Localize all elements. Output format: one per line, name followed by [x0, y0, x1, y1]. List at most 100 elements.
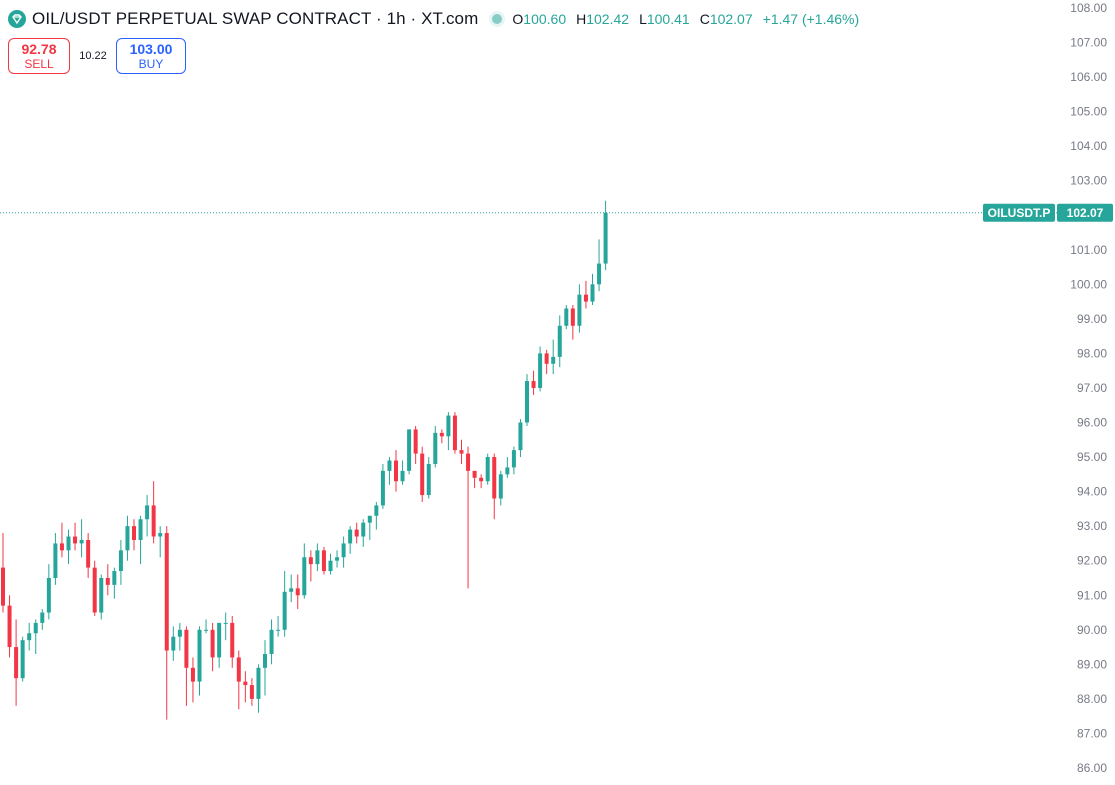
candle-body [171, 636, 176, 651]
price-axis-label: 89.00 [1077, 657, 1107, 671]
candle-body [230, 622, 235, 658]
price-axis-label: 106.00 [1070, 70, 1107, 84]
candle-body [249, 685, 254, 699]
candle-body [236, 657, 241, 682]
candle-body [40, 612, 45, 623]
close-value: 102.07 [709, 11, 753, 27]
price-axis[interactable]: 86.00 87.00 88.00 89.00 90.00 91.00 92.00 93.00… [1070, 1, 1107, 775]
candle-body [361, 522, 366, 537]
candle-body [551, 356, 556, 364]
candle-body [564, 308, 569, 326]
candle-body [544, 353, 549, 364]
candle-body [367, 515, 372, 523]
buy-price: 103.00 [129, 41, 173, 57]
price-axis-label: 104.00 [1070, 139, 1107, 153]
candle-body [53, 543, 58, 578]
price-axis-label: 88.00 [1077, 692, 1107, 706]
candle-body [479, 477, 484, 482]
market-status-icon[interactable] [492, 14, 503, 24]
candle-body [66, 536, 71, 551]
candle-body [328, 560, 333, 572]
candle-body [570, 308, 575, 326]
candle-body [73, 536, 78, 544]
candle-body [79, 539, 84, 544]
candle-body [466, 453, 471, 471]
candle-body [7, 605, 12, 648]
candle-body [20, 640, 25, 679]
candle-body [59, 543, 64, 551]
candle-body [531, 381, 536, 388]
candle-body [341, 543, 346, 558]
price-axis-label: 86.00 [1077, 761, 1107, 775]
candle-body [380, 470, 385, 506]
candle-body [145, 505, 150, 520]
price-axis-label: 95.00 [1077, 450, 1107, 464]
price-axis-label: 87.00 [1077, 726, 1107, 740]
candle-body [538, 353, 543, 388]
candle-body [472, 470, 477, 478]
close-key: C [699, 11, 710, 27]
high-value: 102.42 [586, 11, 630, 27]
price-axis-label: 99.00 [1077, 312, 1107, 326]
candle-body [217, 622, 222, 658]
candle-body [525, 381, 529, 423]
xt-logo-icon [8, 10, 26, 28]
candle-body [459, 450, 464, 454]
candle-body [33, 622, 38, 634]
chart-legend: OIL/USDT PERPETUAL SWAP CONTRACT · 1h · … [8, 8, 869, 30]
candle-body [269, 629, 274, 654]
candle-body [446, 415, 451, 437]
symbol-title[interactable]: OIL/USDT PERPETUAL SWAP CONTRACT · 1h · … [32, 9, 479, 28]
candle-body [387, 460, 392, 471]
candle-body [518, 422, 523, 451]
candle-body [243, 681, 248, 686]
change-value: +1.47 (+1.46%) [762, 11, 860, 27]
sell-button[interactable]: 92.78 SELL [8, 38, 70, 74]
candle-body [335, 557, 340, 561]
candle-body [282, 591, 287, 630]
candle-body [164, 533, 169, 651]
candle-body [426, 463, 431, 496]
candle-body [302, 557, 307, 596]
candle-body [112, 571, 117, 585]
price-axis-label: 108.00 [1070, 1, 1107, 15]
price-tag-symbol-bg [983, 203, 1055, 222]
open-value: 100.60 [523, 11, 567, 27]
open-key: O [512, 11, 524, 27]
high-key: H [576, 11, 587, 27]
candle-body [151, 505, 156, 537]
candle-body [118, 550, 123, 572]
candle-body [557, 325, 562, 357]
candle-body [439, 432, 444, 437]
low-value: 100.41 [646, 11, 690, 27]
candle-body [413, 429, 418, 454]
candle-body [321, 550, 326, 572]
candle-body [197, 629, 202, 682]
candle-body [452, 415, 457, 451]
candle-body [433, 432, 438, 464]
sell-label: SELL [24, 57, 54, 71]
price-tag: OILUSDT.P 102.07 [983, 203, 1113, 222]
candle-body [511, 450, 516, 468]
candle-body [597, 263, 602, 285]
price-axis-label: 92.00 [1077, 554, 1107, 568]
candle-body [505, 467, 510, 475]
buy-button[interactable]: 103.00 BUY [116, 38, 186, 74]
candle-body [190, 667, 195, 682]
price-axis-label: 91.00 [1077, 588, 1107, 602]
candle-body [125, 526, 130, 551]
candle-body [374, 505, 379, 516]
candle-body [394, 460, 398, 482]
candle-body [400, 470, 405, 482]
candle-body [210, 629, 215, 658]
candle-body [184, 629, 189, 668]
price-axis-label: 93.00 [1077, 519, 1107, 533]
trade-buttons: 92.78 SELL 10.22 103.00 BUY [8, 38, 186, 74]
price-axis-label: 101.00 [1070, 243, 1107, 257]
sell-price: 92.78 [21, 41, 57, 57]
candle-body [158, 533, 163, 537]
candle-body [92, 567, 97, 613]
candle-body [577, 294, 582, 326]
candle-body [256, 667, 261, 699]
